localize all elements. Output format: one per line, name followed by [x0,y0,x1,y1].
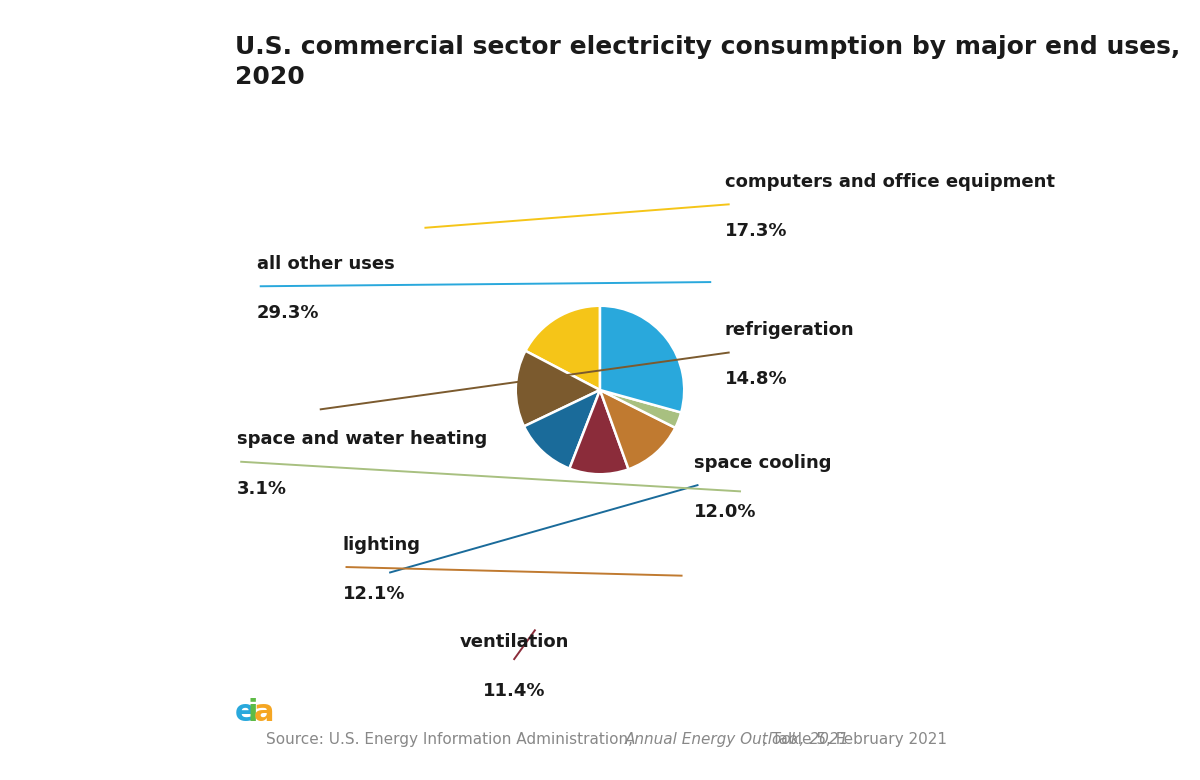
Text: U.S. commercial sector electricity consumption by major end uses,
2020: U.S. commercial sector electricity consu… [235,35,1181,89]
Text: a: a [253,698,274,727]
Text: 14.8%: 14.8% [725,370,787,388]
Wedge shape [600,390,682,427]
Text: lighting: lighting [343,536,421,554]
Wedge shape [524,390,600,469]
Text: Source: U.S. Energy Information Administration,: Source: U.S. Energy Information Administ… [266,732,638,747]
Wedge shape [600,390,676,470]
Text: i: i [247,698,258,727]
Text: all other uses: all other uses [257,255,395,273]
Wedge shape [600,306,684,413]
Text: refrigeration: refrigeration [725,321,854,339]
Wedge shape [570,390,629,474]
Text: e: e [235,698,256,727]
Text: ventilation: ventilation [460,633,569,651]
Text: 12.1%: 12.1% [343,585,406,603]
Text: space and water heating: space and water heating [238,431,487,448]
Text: 12.0%: 12.0% [694,503,756,521]
Text: computers and office equipment: computers and office equipment [725,173,1055,191]
Wedge shape [516,351,600,427]
Text: space cooling: space cooling [694,454,832,472]
Text: 3.1%: 3.1% [238,480,287,498]
Text: Annual Energy Outlook, 2021: Annual Energy Outlook, 2021 [625,732,850,747]
Text: 11.4%: 11.4% [482,682,546,700]
Text: 17.3%: 17.3% [725,222,787,240]
Text: 29.3%: 29.3% [257,304,319,322]
Text: , Table 5, February 2021: , Table 5, February 2021 [762,732,947,747]
Wedge shape [526,306,600,390]
